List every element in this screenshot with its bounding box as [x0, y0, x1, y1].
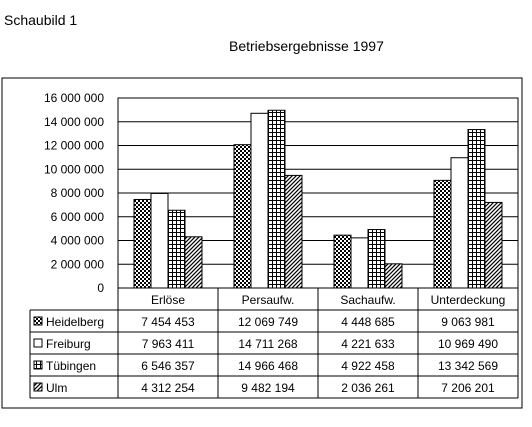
y-tick-label: 0 [97, 281, 104, 295]
bar [167, 209, 186, 289]
data-label: 9 063 981 [441, 315, 495, 329]
chart-title: Betriebsergebnisse 1997 [229, 38, 384, 54]
data-label: 4 922 458 [341, 359, 395, 373]
legend-label: Freiburg [46, 337, 91, 351]
bar [433, 179, 452, 289]
y-tick-label: 16 000 000 [44, 91, 104, 105]
data-label: 14 966 468 [238, 359, 298, 373]
data-label: 9 482 194 [241, 381, 295, 395]
y-tick-label: 12 000 000 [44, 139, 104, 153]
data-label: 4 312 254 [141, 381, 195, 395]
bar [333, 234, 352, 289]
y-tick-label: 4 000 000 [51, 234, 105, 248]
page-heading: Schaubild 1 [4, 12, 78, 28]
chart-frame [1, 77, 523, 409]
y-tick-label: 14 000 000 [44, 115, 104, 129]
legend-swatch [33, 360, 43, 370]
data-label: 4 448 685 [341, 315, 395, 329]
legend-label: Ulm [46, 381, 67, 395]
data-label: 7 963 411 [142, 337, 195, 351]
category-label: Unterdeckung [431, 293, 506, 307]
category-label: Erlöse [151, 293, 185, 307]
data-label: 12 069 749 [238, 315, 298, 329]
bar [467, 129, 486, 289]
bar [484, 201, 503, 289]
y-tick-label: 6 000 000 [51, 210, 105, 224]
bar [250, 112, 269, 289]
bar [267, 109, 286, 289]
data-label: 7 454 453 [141, 315, 195, 329]
y-tick-label: 8 000 000 [51, 186, 105, 200]
legend-swatch [33, 338, 43, 348]
data-label: 2 036 261 [341, 381, 395, 395]
bar [384, 263, 403, 289]
data-label: 4 221 633 [341, 337, 395, 351]
bar [284, 174, 303, 289]
y-tick-label: 2 000 000 [51, 257, 105, 271]
y-tick-label: 10 000 000 [44, 162, 104, 176]
data-label: 10 969 490 [438, 337, 498, 351]
bar [233, 144, 252, 289]
bar [367, 229, 386, 289]
category-label: Persaufw. [242, 293, 295, 307]
data-label: 14 711 268 [238, 337, 297, 351]
data-label: 7 206 201 [441, 381, 495, 395]
legend-swatch [33, 382, 43, 392]
legend-swatch [33, 316, 43, 326]
legend-label: Tübingen [46, 359, 96, 373]
legend-label: Heidelberg [46, 315, 104, 329]
bar [350, 237, 369, 289]
data-label: 6 546 357 [141, 359, 195, 373]
bar [133, 198, 152, 289]
bar [150, 192, 169, 289]
bar [184, 236, 203, 289]
bar [450, 157, 469, 289]
category-label: Sachaufw. [340, 293, 395, 307]
data-label: 13 342 569 [438, 359, 498, 373]
